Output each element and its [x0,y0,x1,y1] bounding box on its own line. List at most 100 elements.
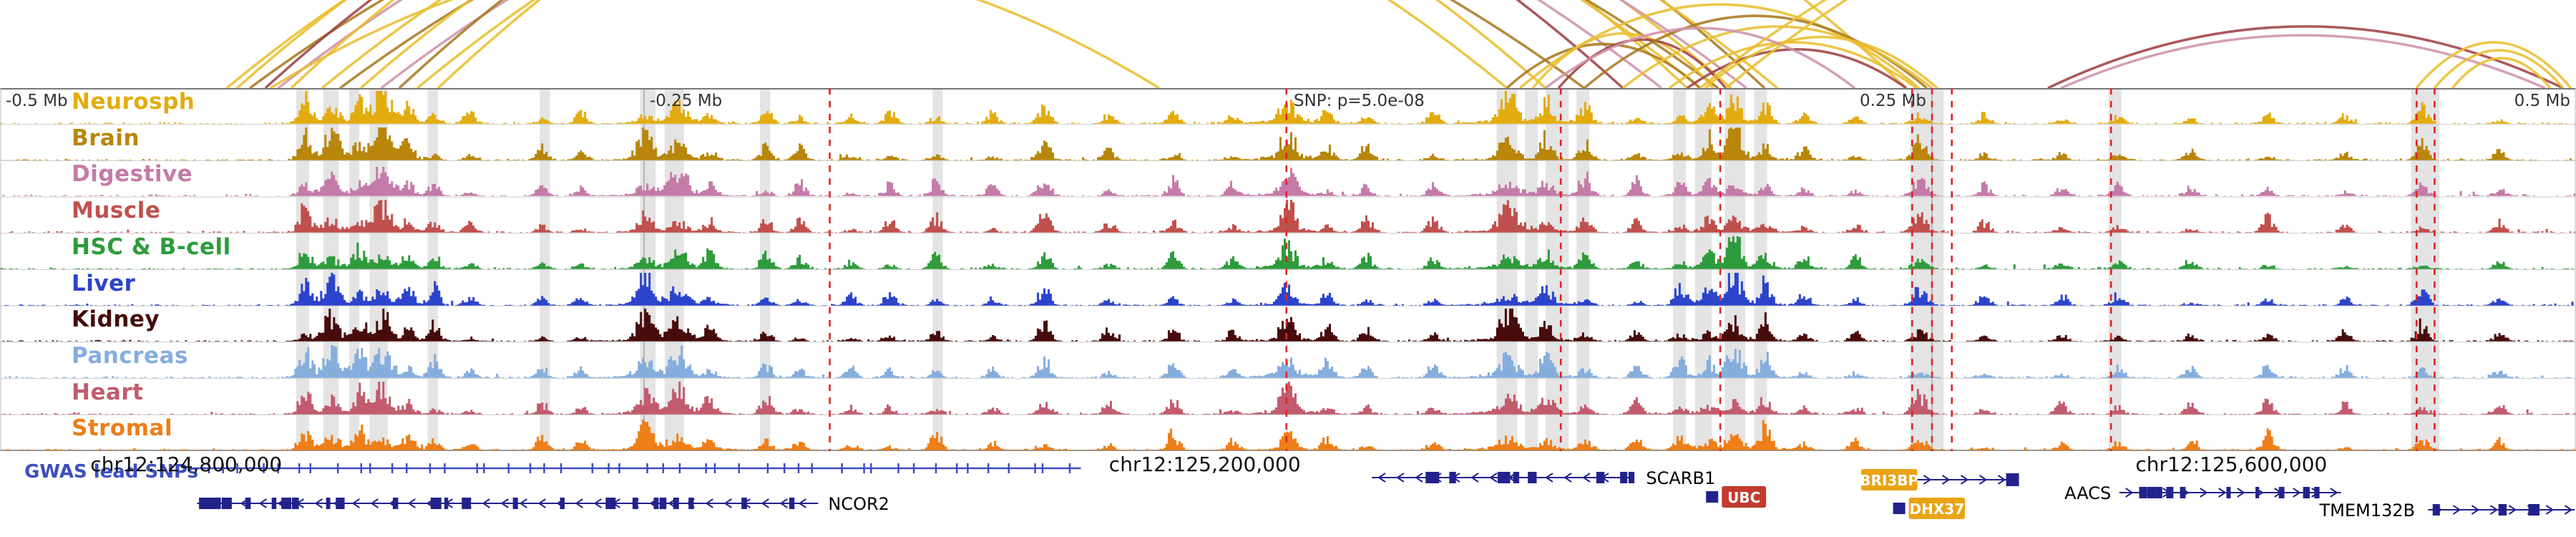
interaction-arc [1668,41,1918,88]
strand-chevron [705,498,713,508]
gene-label-dhx37: DHX37 [1910,500,1965,518]
strand-chevron [1563,473,1572,483]
strand-chevron [482,498,490,508]
signal-bars [2,127,2574,160]
exon-block [430,498,439,509]
exon-block [444,498,449,509]
signal-track-neurosph[interactable]: Neurosph [0,88,2576,125]
strand-chevron [1489,473,1498,483]
strand-chevron [2471,505,2480,515]
interaction-arc [225,0,1508,88]
exon-block [2498,504,2507,516]
exon-block [2278,487,2285,498]
interaction-arcs-panel [225,0,2572,88]
ruler-tick-label: -0.25 Mb [650,92,723,110]
strand-chevron [2452,505,2462,515]
exon-block [199,498,209,509]
exon-block [512,498,518,509]
interaction-arc [359,0,1732,88]
exon-block [434,498,441,509]
interaction-arc [1518,3,1921,88]
gene-label-tmem132b: TMEM132B [2318,500,2415,521]
signal-plot [2,167,2576,197]
gene-label-box-dhx37 [1908,498,1966,519]
interaction-arc [2415,41,2572,88]
track-label-pancreas: Pancreas [72,342,188,369]
genomic-coordinate-label: chr12:125,600,000 [2135,453,2328,476]
exon-block [560,498,565,509]
exon-block [1497,472,1506,483]
exon-block [326,498,331,509]
ruler-tick-label: 0.5 Mb [2514,92,2570,110]
interaction-arc [1686,48,1908,88]
signal-bars [9,200,2576,233]
exon-block [336,498,345,509]
strand-chevron [1960,475,1969,485]
exon-block [223,498,232,509]
strand-chevron [2489,505,2499,515]
strand-chevron [537,498,546,508]
interaction-arc [2433,49,2565,88]
strand-chevron [370,498,379,508]
interaction-arc [2060,34,2546,88]
interaction-arc [264,0,1624,88]
signal-bars [4,272,2574,306]
interaction-arc [1544,26,1856,88]
interaction-arc [1531,32,1714,88]
exon-block [462,498,472,509]
signal-track-stromal[interactable]: Stromal [0,415,2576,451]
strand-chevron [2237,488,2245,498]
strand-chevron [1470,473,1479,483]
signal-plot [0,236,2574,269]
interaction-arc [1704,35,1938,88]
strand-chevron [2545,505,2555,515]
interaction-arc [416,0,1779,88]
signal-tracks-panel: Neurosph Brain Digestive Muscle HSC & B-cell… [0,88,2576,451]
exon-block [245,498,251,509]
strand-chevron [1415,473,1423,483]
signal-track-muscle[interactable]: Muscle [0,197,2576,233]
interaction-arc [321,0,1702,88]
interaction-arc [277,0,1663,88]
exon-block [1620,472,1628,483]
gene-label-ncor2: NCOR2 [828,494,889,514]
signal-track-pancreas[interactable]: Pancreas [0,342,2576,379]
signal-track-kidney[interactable]: Kidney [0,306,2576,342]
ruler-tick-label: -0.5 Mb [6,92,68,110]
exon-block [2534,504,2540,516]
exon-block [2303,487,2308,498]
interaction-arc [249,0,1586,88]
exon-block [1893,503,1906,514]
strand-chevron [1582,473,1591,483]
exon-block [1596,472,1605,483]
genomic-coordinate-label: chr12:124,800,000 [90,453,283,476]
track-label-neurosph: Neurosph [72,89,195,115]
signal-track-heart[interactable]: Heart [0,379,2576,415]
signal-bars [2,167,2576,197]
exon-block [741,498,747,509]
interaction-arc [1583,14,1928,88]
track-label-muscle: Muscle [72,198,161,224]
signal-track-brain[interactable]: Brain [0,125,2576,161]
signal-track-hsc-b-cell[interactable]: HSC & B-cell [0,233,2576,270]
signal-track-digestive[interactable]: Digestive [0,160,2576,197]
exon-block [673,498,679,509]
exon-block [291,498,299,509]
signal-track-liver[interactable]: Liver [0,270,2576,306]
interaction-arc [290,0,1689,88]
interaction-arc [1621,25,1933,88]
exon-block [2255,487,2260,498]
strand-chevron [1979,475,1988,485]
track-label-digestive: Digestive [72,161,193,188]
exon-block [1449,472,1456,483]
ruler-tick-label: SNP: p=5.0e-08 [1294,92,1425,110]
track-label-liver: Liver [72,270,136,296]
gene-label-box-ubc [1722,486,1767,508]
interaction-arc [398,0,1766,88]
strand-chevron [1997,475,2006,485]
signal-plot [4,272,2574,306]
exon-block [2432,504,2440,516]
exon-block [2180,487,2186,498]
signal-plot [2,309,2574,342]
